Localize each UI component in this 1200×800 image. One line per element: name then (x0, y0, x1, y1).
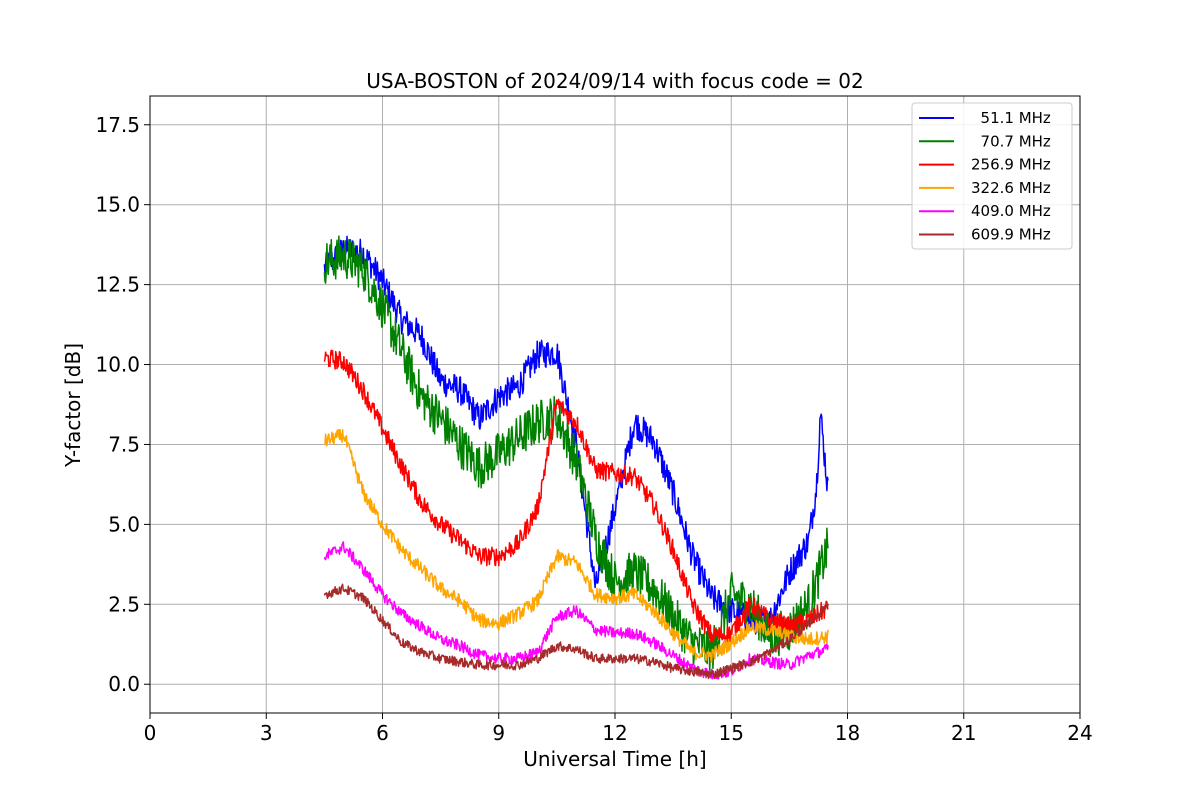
x-tick-label: 0 (144, 721, 157, 745)
y-tick-label: 17.5 (95, 113, 140, 137)
legend-box (911, 102, 1073, 250)
y-tick-label: 5.0 (108, 512, 140, 536)
legend-label: 51.1 MHz (971, 109, 1051, 127)
legend-label: 256.9 MHz (971, 156, 1051, 174)
x-tick-label: 12 (602, 721, 627, 745)
x-tick-label: 24 (1067, 721, 1092, 745)
y-tick-label: 12.5 (95, 273, 140, 297)
plot-area (323, 235, 829, 680)
series-line (324, 428, 829, 663)
x-axis: 0 3 6 9 12 15 18 21 24 (144, 713, 1093, 745)
x-tick-label: 3 (260, 721, 273, 745)
x-tick-label: 18 (835, 721, 860, 745)
y-axis-label: Y-factor [dB] (61, 343, 85, 468)
legend-label: 409.0 MHz (971, 202, 1051, 220)
series-line (323, 541, 829, 680)
x-tick-label: 21 (951, 721, 976, 745)
x-tick-label: 9 (492, 721, 505, 745)
series-line (323, 349, 829, 644)
x-tick-label: 6 (376, 721, 389, 745)
y-tick-label: 7.5 (108, 432, 140, 456)
legend: 51.1 MHz 70.7 MHz 256.9 MHz 322.6 MHz 409.0… (911, 102, 1073, 250)
legend-label: 322.6 MHz (971, 179, 1051, 197)
x-tick-label: 15 (719, 721, 744, 745)
y-tick-label: 15.0 (95, 193, 140, 217)
series-line (323, 235, 829, 674)
y-axis: 0.0 2.5 5.0 7.5 10.0 12.5 15.0 17.5 (95, 113, 150, 696)
y-tick-label: 10.0 (95, 353, 140, 377)
legend-label: 609.9 MHz (971, 226, 1051, 244)
y-tick-label: 2.5 (108, 592, 140, 616)
chart-title: USA-BOSTON of 2024/09/14 with focus code… (366, 69, 863, 93)
legend-label: 70.7 MHz (971, 132, 1051, 150)
y-tick-label: 0.0 (108, 672, 140, 696)
series-line (323, 583, 829, 680)
x-axis-label: Universal Time [h] (523, 747, 706, 771)
